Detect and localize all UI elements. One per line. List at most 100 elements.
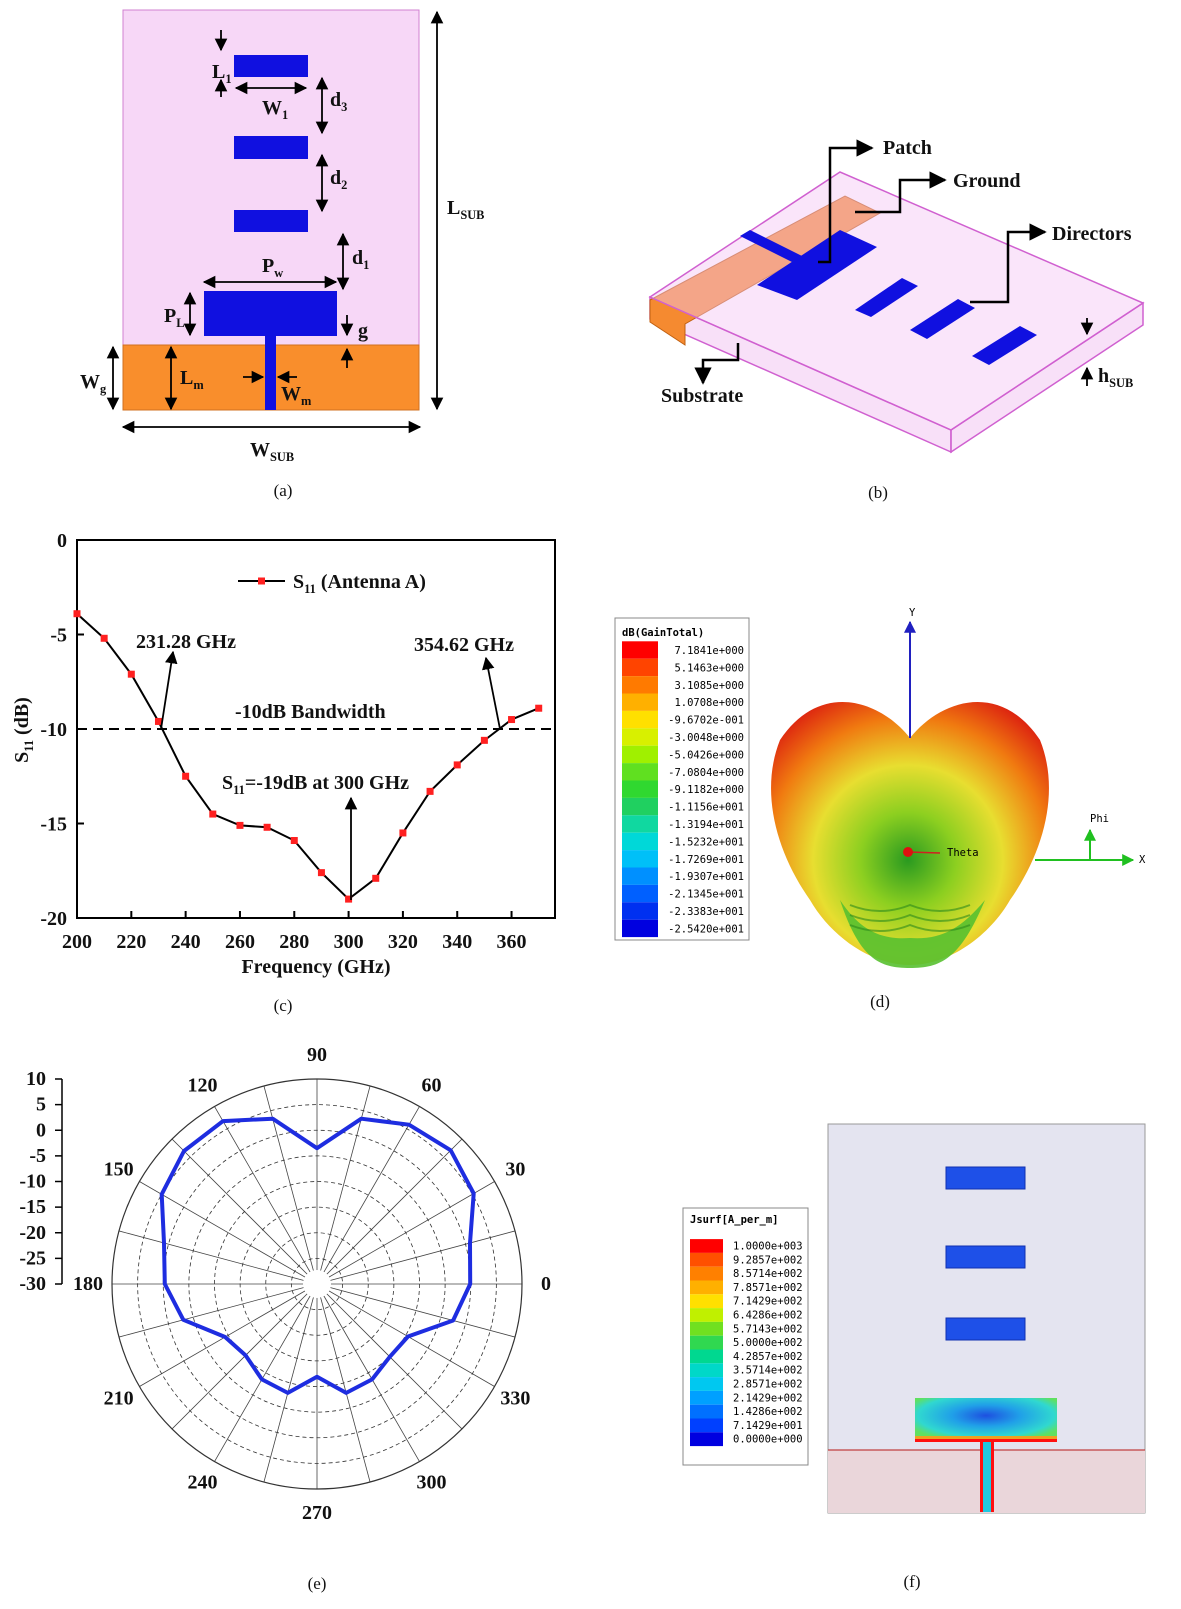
legend-value: 1.4286e+002 [733,1406,803,1418]
patch [915,1398,1057,1442]
color-swatch [622,885,658,902]
y-tick-label: -20 [40,908,67,930]
dimension-label-sub: SUB [1109,376,1133,390]
data-point [535,705,542,712]
color-swatch [622,659,658,676]
theta-tick-label: 60 [422,1075,442,1097]
theta-tick-label: 90 [307,1044,327,1066]
legend-value: 0.0000e+000 [733,1434,803,1446]
spoke [317,1106,420,1284]
axis-label: Y [909,607,916,619]
spoke [215,1284,318,1462]
x-tick-label: 220 [116,931,146,953]
x-tick-label: 320 [388,931,418,953]
legend-value: -5.0426e+000 [668,749,744,761]
feed-edge [980,1442,983,1512]
data-point [236,822,243,829]
center-hole [303,1270,331,1298]
dimension-label-base: g [358,320,368,342]
legend-value: -7.0804e+000 [668,767,744,779]
caption: (c) [274,996,293,1015]
dimension-label-base: d [330,89,341,111]
r-tick-label: -15 [19,1196,46,1218]
theta-tick-label: 150 [104,1159,134,1181]
director [234,55,308,77]
color-swatch [622,833,658,850]
patch [204,291,337,336]
dimension-label: hSUB [1098,365,1133,390]
legend-value: -2.1345e+001 [668,889,744,901]
dimension-label-base: W [262,97,282,119]
annotation-sub: 11 [233,783,245,797]
data-point [209,811,216,818]
dimension-label-sub: SUB [270,450,294,464]
color-swatch [622,798,658,815]
legend-value: 3.5714e+002 [733,1365,803,1377]
y-axis-label-rest: (dB) [11,697,33,740]
x-tick-label: 340 [442,931,472,953]
r-tick-label: -20 [19,1222,46,1244]
color-swatch [690,1308,723,1322]
director [234,210,308,232]
legend-value: -9.1182e+000 [668,784,744,796]
dimension-label-sub: g [100,382,107,396]
dimension-label-base: P [262,255,274,277]
dimension-label-sub: w [274,266,283,280]
dimension-label-sub: m [301,394,312,408]
legend-value: -9.6702e-001 [668,715,744,727]
legend-value: 5.7143e+002 [733,1323,803,1335]
color-swatch [622,728,658,745]
color-swatch [690,1432,723,1446]
legend-marker [258,578,265,585]
color-swatch [622,746,658,763]
x-tick-label: 200 [62,931,92,953]
dimension-label-base: W [80,371,100,393]
r-tick-label: 5 [36,1094,46,1116]
y-axis-label: S11 (dB) [11,697,36,763]
y-tick-label: -15 [40,814,67,836]
legend-value: -1.5232e+001 [668,836,744,848]
legend-title: dB(GainTotal) [622,627,704,639]
data-point [454,761,461,768]
origin [903,847,913,857]
data-point [264,824,271,831]
legend-value: 2.8571e+002 [733,1379,803,1391]
theta-tick-label: 120 [188,1075,218,1097]
legend-title: Jsurf[A_per_m] [690,1214,779,1226]
dimension-label-base: W [281,383,301,405]
dimension-label-base: d [330,167,341,189]
spoke [119,1231,317,1284]
dimension-label-sub: 2 [341,178,347,192]
x-tick-label: 300 [334,931,364,953]
caption: (d) [870,992,890,1011]
data-point [291,837,298,844]
color-swatch [690,1419,723,1433]
color-swatch [690,1281,723,1295]
color-swatch [622,815,658,832]
color-swatch [622,868,658,885]
legend-value: 1.0708e+000 [674,697,744,709]
annotation: -10dB Bandwidth [235,701,386,723]
data-point [74,610,81,617]
color-swatch [622,711,658,728]
dimension-label-sub: 1 [363,258,369,272]
x-tick-label: 280 [279,931,309,953]
component-label: Ground [953,170,1020,192]
x-axis-label: Frequency (GHz) [241,956,390,978]
legend-value: 5.1463e+000 [674,662,744,674]
arrow [161,652,173,729]
page: {"chart_data": [ {"type": "line", "x": [… [0,0,1181,1609]
color-swatch [622,676,658,693]
annotation: S11=-19dB at 300 GHz [222,772,409,797]
legend-value: -1.9307e+001 [668,871,744,883]
director [234,136,308,159]
legend-value: 3.1085e+000 [674,680,744,692]
spoke [317,1284,495,1387]
theta-tick-label: 0 [541,1273,551,1295]
color-swatch [690,1253,723,1267]
theta-tick-label: 330 [500,1388,530,1410]
x-tick-label: 240 [171,931,201,953]
theta-tick-label: 30 [505,1159,525,1181]
director [946,1167,1025,1189]
y-axis-label-sub: 11 [22,740,36,752]
